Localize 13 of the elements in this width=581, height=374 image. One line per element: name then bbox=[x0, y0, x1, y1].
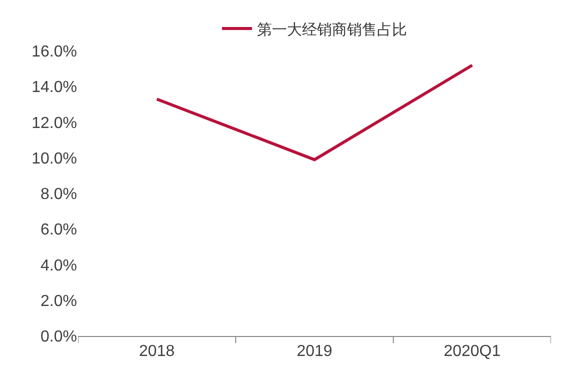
y-tick-label: 6.0% bbox=[40, 222, 77, 239]
y-tick-label: 12.0% bbox=[32, 114, 77, 132]
y-tick-label: 10.0% bbox=[32, 150, 77, 168]
y-tick-label: 4.0% bbox=[40, 257, 77, 274]
x-tick-label: 2019 bbox=[296, 343, 332, 360]
y-tick-label: 0.0% bbox=[40, 328, 77, 346]
y-tick-label: 8.0% bbox=[40, 186, 77, 204]
y-tick-label: 2.0% bbox=[40, 292, 77, 310]
y-tick-label: 14.0% bbox=[32, 79, 77, 96]
x-tick-label: 2020Q1 bbox=[444, 343, 501, 360]
y-tick-label: 16.0% bbox=[32, 44, 77, 61]
legend-label: 第一大经销商销售占比 bbox=[257, 20, 407, 38]
x-tick-label: 2018 bbox=[139, 343, 175, 360]
